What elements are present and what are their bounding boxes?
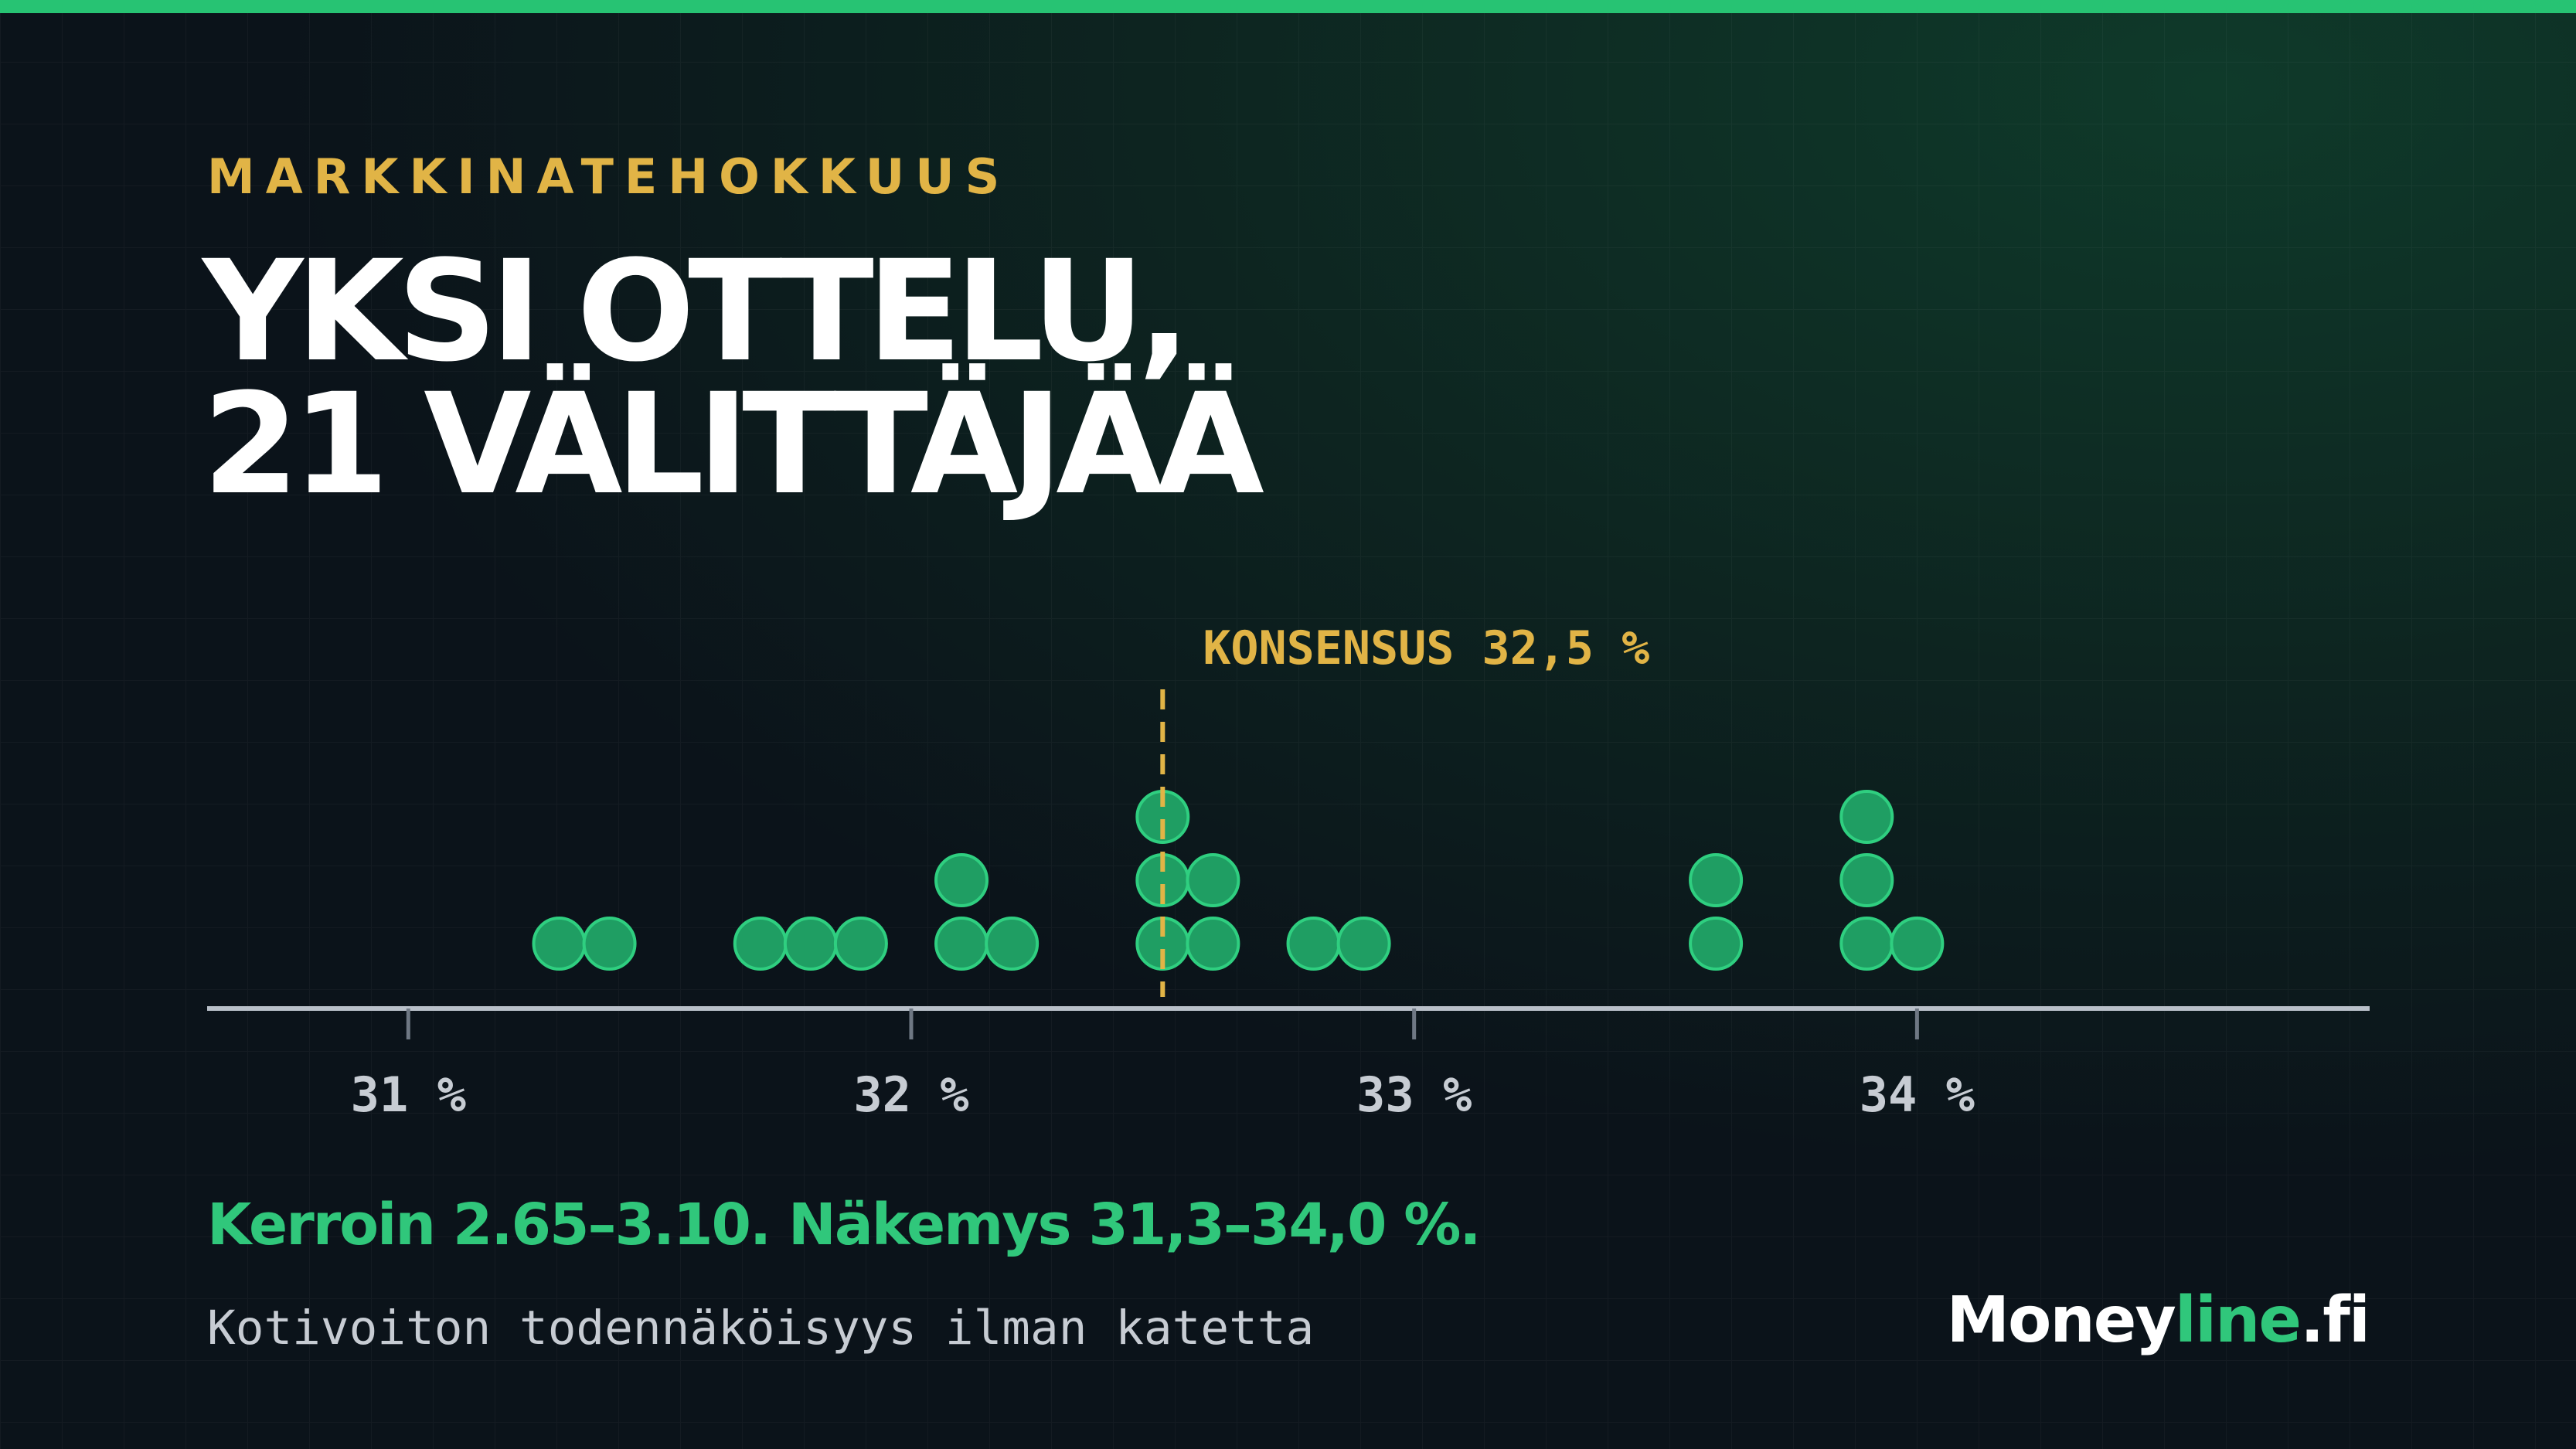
eyebrow-label: MARKKINATEHOKKUUS bbox=[207, 148, 1011, 205]
data-point bbox=[532, 917, 587, 971]
data-point bbox=[1839, 853, 1894, 907]
headline-line-1: YKSI OTTELU, bbox=[202, 231, 1191, 393]
consensus-label: KONSENSUS 32,5 % bbox=[1203, 621, 1649, 675]
data-point bbox=[733, 917, 788, 971]
data-point bbox=[985, 917, 1040, 971]
headline: YKSI OTTELU, 21 VÄLITTÄJÄÄ bbox=[202, 231, 1264, 526]
data-point bbox=[1336, 917, 1391, 971]
data-point bbox=[582, 917, 637, 971]
data-point bbox=[934, 917, 989, 971]
brand-accent: line bbox=[2174, 1284, 2302, 1357]
data-point bbox=[1839, 790, 1894, 844]
data-point bbox=[1689, 853, 1744, 907]
x-tick-label: 31 % bbox=[351, 1066, 466, 1123]
headline-line-2: 21 VÄLITTÄJÄÄ bbox=[202, 364, 1264, 526]
data-point bbox=[934, 853, 989, 907]
brand-suffix: .fi bbox=[2300, 1284, 2370, 1357]
data-point bbox=[1839, 917, 1894, 971]
odds-summary: Kerroin 2.65–3.10. Näkemys 31,3–34,0 %. bbox=[207, 1192, 1482, 1258]
data-point bbox=[1186, 853, 1240, 907]
chart-caption: Kotivoiton todennäköisyys ilman katetta bbox=[207, 1301, 1315, 1355]
data-point bbox=[1286, 917, 1341, 971]
x-tick-label: 32 % bbox=[853, 1066, 968, 1123]
data-point bbox=[833, 917, 888, 971]
brand-name: Money bbox=[1946, 1284, 2176, 1357]
data-point bbox=[1186, 917, 1240, 971]
top-accent-bar bbox=[0, 0, 2576, 13]
data-point bbox=[1689, 917, 1744, 971]
brand-logo: Moneyline.fi bbox=[1946, 1289, 2370, 1352]
data-point bbox=[783, 917, 838, 971]
x-tick-label: 34 % bbox=[1860, 1066, 1975, 1123]
dot-plot-chart: 31 % 32 % 33 % 34 % KONSENSUS 32,5 % bbox=[207, 621, 2370, 1123]
x-tick-label: 33 % bbox=[1356, 1066, 1472, 1123]
data-point bbox=[1890, 917, 1945, 971]
